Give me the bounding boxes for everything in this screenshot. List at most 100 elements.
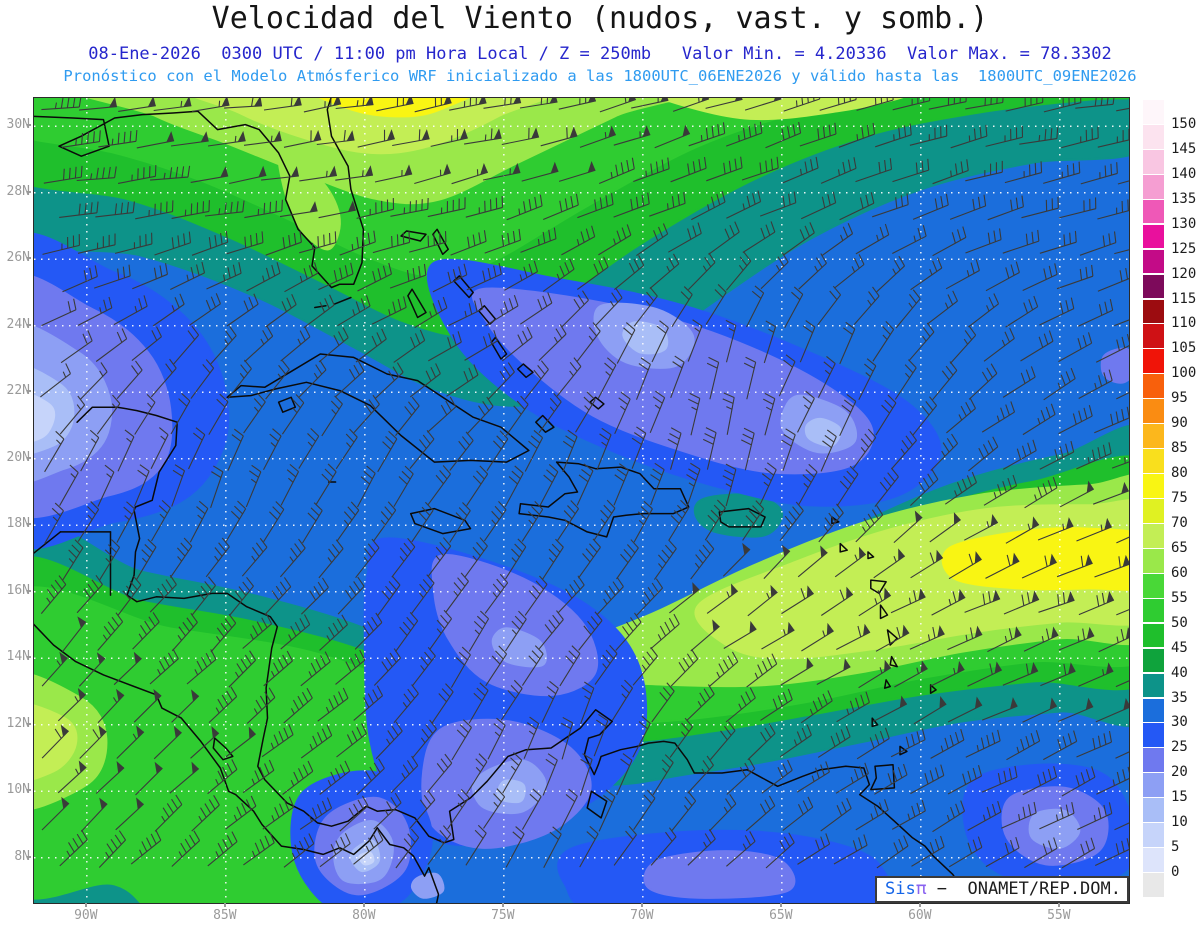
wind-barb (542, 538, 564, 580)
wind-barb (375, 721, 403, 760)
coastline-cuba (226, 353, 530, 463)
wind-barb (932, 361, 958, 401)
wind-barb (1021, 196, 1059, 219)
wind-barb (947, 765, 983, 795)
colorbar-tick-label: 15 (1171, 789, 1188, 806)
wind-barb (930, 433, 959, 471)
wind-barb (191, 576, 216, 616)
wind-barb (687, 319, 703, 362)
wind-barb (1078, 369, 1113, 399)
wind-barb (875, 123, 912, 148)
speed-region (34, 704, 78, 780)
wind-barb (875, 394, 897, 436)
wind-barb (374, 164, 413, 183)
wind-barb (411, 574, 435, 615)
wind-barb (817, 355, 836, 398)
wind-barb (1024, 837, 1058, 869)
speed-region (194, 98, 551, 155)
wind-barb (450, 646, 471, 688)
wind-barb (41, 98, 82, 111)
speed-region (643, 850, 796, 899)
wind-barb (335, 428, 358, 470)
wind-barb (783, 98, 821, 112)
wind-barb (521, 161, 559, 182)
wind-barb (42, 234, 80, 255)
wind-barb (1043, 98, 1082, 113)
lon-tick-mark (640, 903, 643, 907)
wind-barb (465, 824, 487, 866)
wind-barb (204, 200, 245, 217)
wind-barb (947, 696, 983, 723)
lon-tick-mark (779, 903, 782, 907)
wind-barb (944, 471, 978, 505)
wind-barb (1076, 730, 1113, 758)
wind-barb (747, 584, 778, 617)
wind-barb (761, 621, 795, 650)
wind-barb (983, 327, 1015, 362)
wind-barb (706, 583, 739, 614)
wind-barb (872, 193, 909, 218)
wind-barb (1003, 590, 1040, 615)
wind-barb (395, 828, 420, 869)
wind-barb (780, 657, 814, 686)
wind-barb (263, 501, 285, 542)
speed-region (410, 872, 445, 899)
wind-barb (521, 500, 544, 542)
pi-icon: π (915, 878, 927, 899)
wind-barb (1022, 403, 1056, 436)
wind-barb (225, 500, 247, 542)
wind-barb (356, 198, 395, 219)
wind-barb (1037, 517, 1074, 541)
wind-barb (154, 794, 183, 832)
wind-barb (538, 324, 567, 361)
wind-barb (836, 691, 870, 723)
wind-barb (670, 649, 699, 687)
wind-barb (947, 625, 983, 651)
wind-barb (932, 226, 967, 257)
wind-barb (1056, 554, 1093, 578)
wind-barb (373, 648, 401, 686)
wind-barb (801, 622, 834, 652)
wind-barb (1058, 332, 1093, 363)
wind-barb (303, 294, 335, 329)
lat-tick-label: 30N (6, 117, 30, 133)
wind-barb (557, 575, 585, 614)
wind-barb (671, 286, 693, 327)
wind-barb (59, 201, 99, 218)
wind-barb (97, 688, 125, 724)
wind-barb (301, 577, 329, 615)
wind-barb (395, 612, 419, 653)
wind-barb (263, 428, 282, 470)
wind-barb (316, 129, 355, 146)
wind-barb (153, 98, 192, 112)
wind-barb (556, 357, 582, 397)
wind-barb (872, 320, 895, 362)
wind-barb (1002, 366, 1036, 398)
wind-barb (1076, 517, 1112, 542)
wind-barb (652, 754, 674, 796)
wind-barb (521, 788, 542, 830)
speed-region (804, 417, 842, 447)
wind-barb (1059, 480, 1095, 508)
wind-barb (1039, 802, 1075, 830)
wind-map (34, 98, 1129, 903)
wind-barb (691, 191, 726, 221)
wind-barb (171, 612, 198, 652)
coastline-tobago (899, 745, 908, 756)
wind-barb (136, 131, 175, 149)
wind-barb (149, 574, 177, 613)
wind-barb (376, 98, 414, 112)
wind-barb (466, 262, 502, 291)
wind-barb (722, 463, 737, 507)
wind-barb (243, 130, 282, 146)
wind-barb (411, 646, 436, 687)
wind-barb (1056, 264, 1094, 290)
colorbar-cell (1143, 374, 1164, 399)
wind-barb (932, 159, 969, 185)
wind-barb (613, 125, 651, 146)
wind-barb (686, 462, 701, 506)
wind-barb (894, 359, 917, 400)
wind-barb (983, 474, 1018, 506)
wind-barb (913, 696, 947, 725)
lon-tick-mark (501, 903, 504, 907)
